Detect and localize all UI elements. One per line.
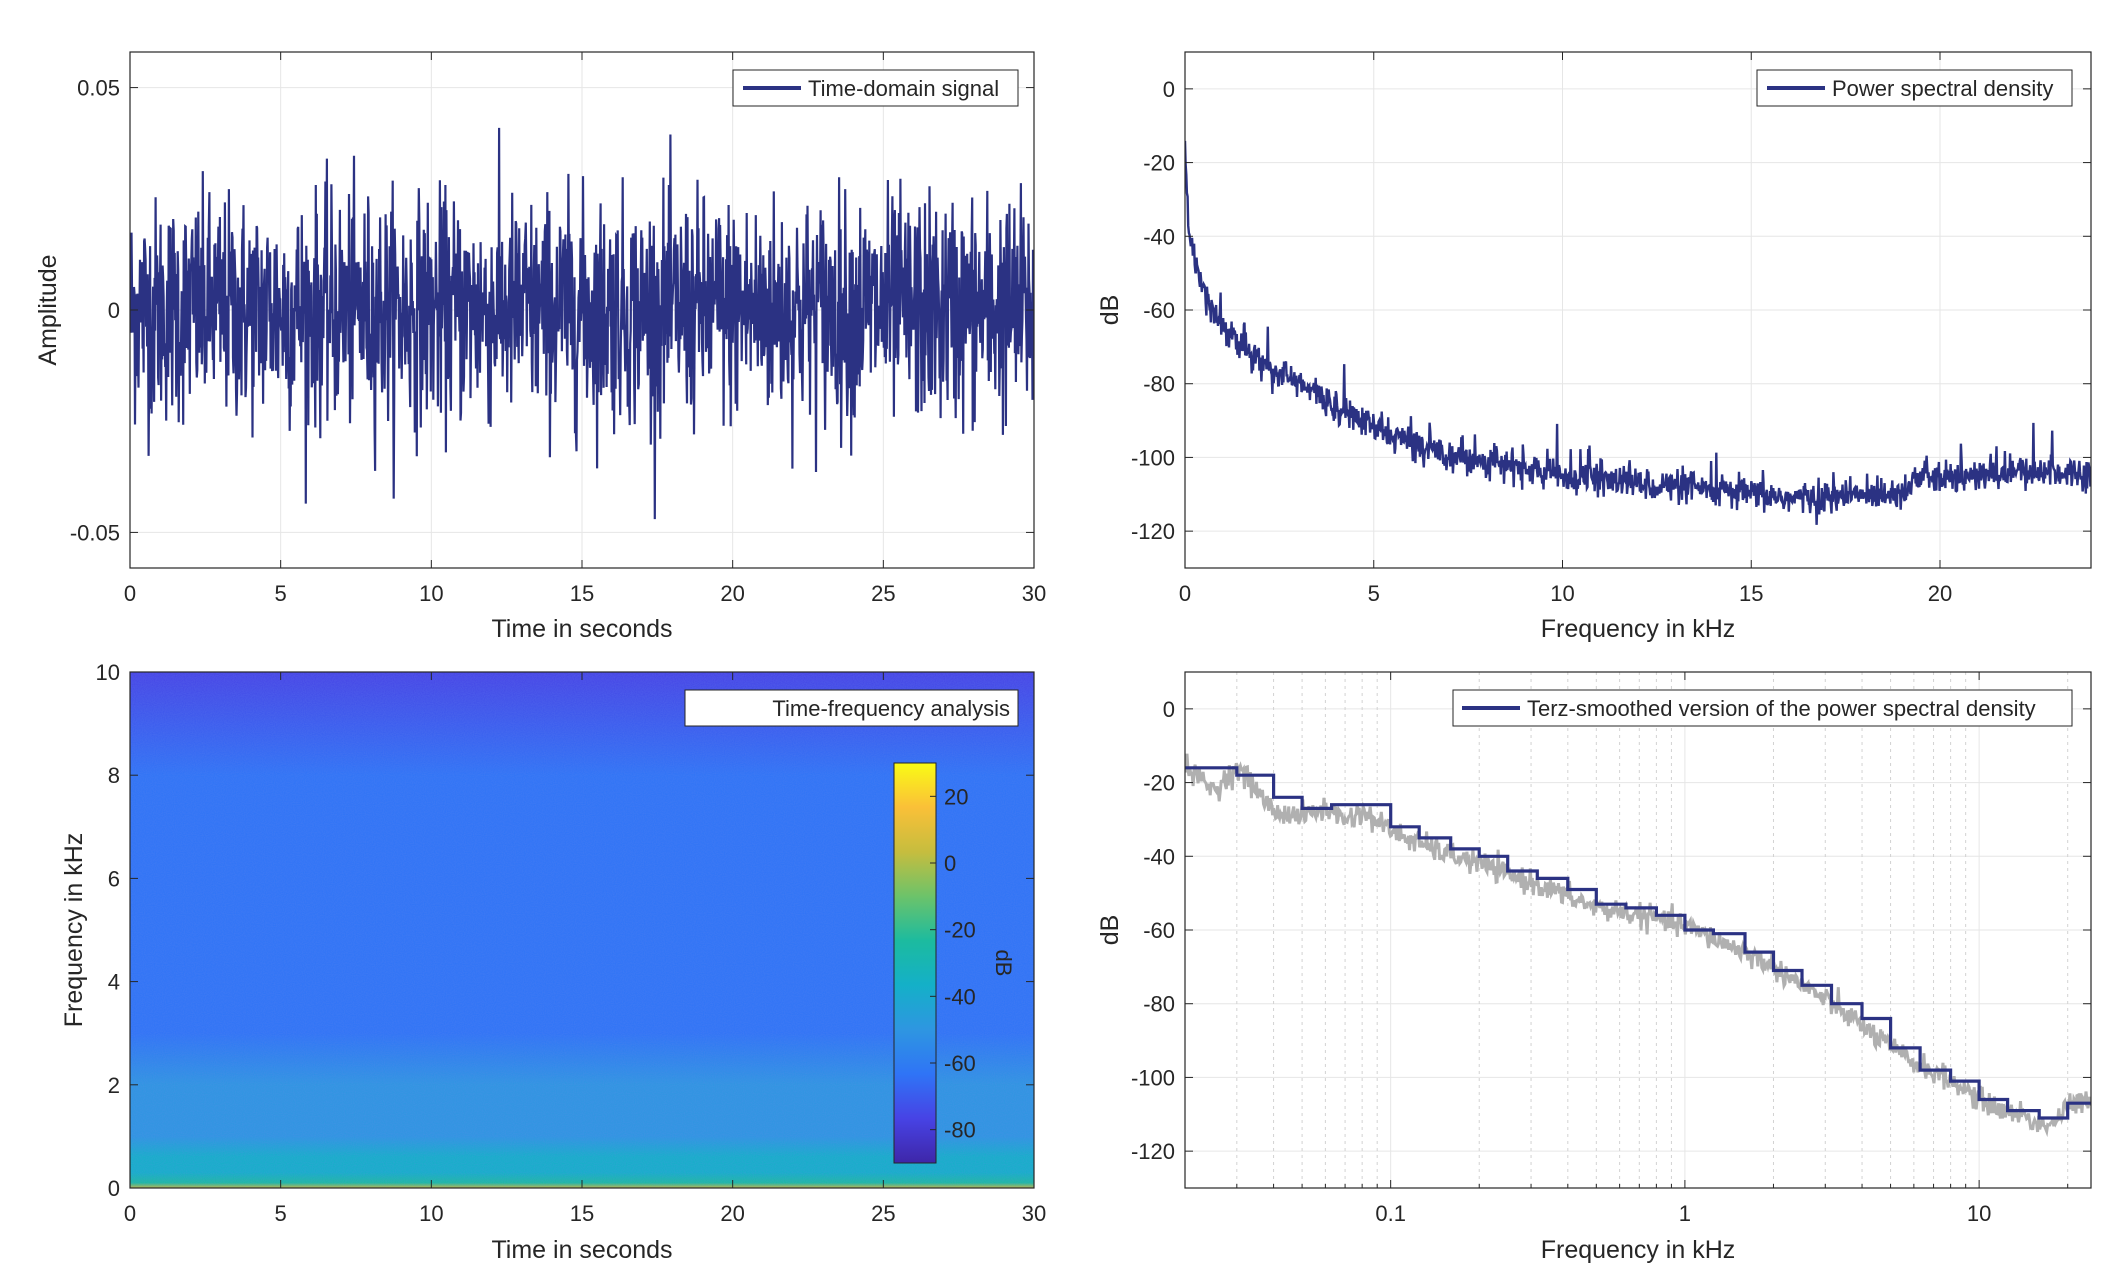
tick-label-x: 20 bbox=[1928, 581, 1952, 606]
tick-label-y: 8 bbox=[108, 763, 120, 788]
tick-label-y: -120 bbox=[1131, 1139, 1175, 1164]
tick-label-x: 10 bbox=[419, 581, 443, 606]
legend-spectrogram: Time-frequency analysis bbox=[684, 689, 1019, 727]
tick-label-x: 25 bbox=[871, 1201, 895, 1226]
tick-label-y: -100 bbox=[1131, 1065, 1175, 1090]
colorbar-tick-label: -80 bbox=[944, 1118, 976, 1143]
tick-label-y: 0.05 bbox=[77, 76, 120, 101]
tick-label-x: 30 bbox=[1022, 1201, 1046, 1226]
psd-line bbox=[1185, 140, 2091, 525]
ylabel-psd: dB bbox=[1096, 295, 1124, 326]
tick-label-x: 20 bbox=[720, 1201, 744, 1226]
tick-label-x: 0 bbox=[124, 1201, 136, 1226]
tick-label-y: 0 bbox=[108, 298, 120, 323]
tick-label-x: 5 bbox=[275, 581, 287, 606]
tick-label-y: -120 bbox=[1131, 519, 1175, 544]
legend-time-domain: Time-domain signal bbox=[732, 69, 1019, 107]
tick-label-y: 4 bbox=[108, 970, 120, 995]
tick-label-x: 15 bbox=[1739, 581, 1763, 606]
xlabel-time-domain: Time in seconds bbox=[491, 615, 672, 643]
tick-label-x: 30 bbox=[1022, 581, 1046, 606]
tick-label-y: 0 bbox=[1163, 77, 1175, 102]
tick-label-x: 15 bbox=[570, 1201, 594, 1226]
tick-label-x: 1 bbox=[1679, 1201, 1691, 1226]
colorbar-tick-label: -60 bbox=[944, 1051, 976, 1076]
time-domain-signal-line bbox=[130, 127, 1034, 520]
tick-label-x: 20 bbox=[720, 581, 744, 606]
spectrogram-noise bbox=[130, 672, 1034, 1188]
tick-label-y: -20 bbox=[1143, 771, 1175, 796]
tick-label-x: 0 bbox=[124, 581, 136, 606]
legend-terz: Terz-smoothed version of the power spect… bbox=[1452, 689, 2073, 727]
tick-label-y: -40 bbox=[1143, 844, 1175, 869]
xlabel-spectrogram: Time in seconds bbox=[491, 1236, 672, 1264]
tick-label-y: -80 bbox=[1143, 992, 1175, 1017]
xlabel-terz: Frequency in kHz bbox=[1541, 1236, 1736, 1264]
tick-label-y: 0 bbox=[108, 1176, 120, 1201]
legend-box bbox=[684, 689, 1019, 727]
legend-psd: Power spectral density bbox=[1756, 69, 2073, 107]
panel-time-domain: 0 5 10 15 20 25 30 -0.05 0 0.05 Time in seconds A… bbox=[34, 51, 1046, 643]
tick-label-x: 10 bbox=[1967, 1201, 1991, 1226]
colorbar-tick-label: 0 bbox=[944, 851, 956, 876]
tick-label-x: 10 bbox=[1550, 581, 1574, 606]
tick-label-y: -80 bbox=[1143, 372, 1175, 397]
tick-label-y: -20 bbox=[1143, 151, 1175, 176]
colorbar-tick-label: 20 bbox=[944, 784, 968, 809]
tick-label-y: -100 bbox=[1131, 445, 1175, 470]
panel-spectrogram: 0 5 10 15 20 25 30 0 2 4 6 8 10 Time in seconds Freq… bbox=[60, 660, 1046, 1264]
tick-label-x: 10 bbox=[419, 1201, 443, 1226]
xlabel-psd: Frequency in kHz bbox=[1541, 615, 1736, 643]
ylabel-spectrogram: Frequency in kHz bbox=[60, 833, 88, 1028]
colorbar-ticks: 20 0 -20 -40 -60 -80 bbox=[930, 784, 976, 1143]
grid-terz bbox=[1184, 672, 2091, 1188]
terz-smoothed-line bbox=[1185, 766, 2091, 1120]
legend-text: Time-frequency analysis bbox=[772, 696, 1010, 721]
tick-label-x: 15 bbox=[570, 581, 594, 606]
tick-label-y: 6 bbox=[108, 866, 120, 891]
panel-psd: 0 5 10 15 20 0 -20 -40 -60 -80 -100 -120 Frequency … bbox=[1096, 51, 2092, 643]
colorbar-fill bbox=[893, 762, 937, 1164]
tick-label-y: -60 bbox=[1143, 918, 1175, 943]
legend-text: Time-domain signal bbox=[808, 76, 999, 101]
ticks-time-domain: 0 5 10 15 20 25 30 -0.05 0 0.05 bbox=[70, 52, 1046, 606]
tick-label-x: 25 bbox=[871, 581, 895, 606]
tick-label-y: -60 bbox=[1143, 298, 1175, 323]
tick-label-x: 5 bbox=[1368, 581, 1380, 606]
colorbar-tick-label: -20 bbox=[944, 918, 976, 943]
raw-psd-gray-line bbox=[1185, 753, 2091, 1138]
legend-text: Terz-smoothed version of the power spect… bbox=[1527, 696, 2036, 721]
tick-label-x: 0.1 bbox=[1375, 1201, 1406, 1226]
ticks-psd: 0 5 10 15 20 0 -20 -40 -60 -80 -100 -120 bbox=[1131, 52, 2091, 606]
tick-label-y: 2 bbox=[108, 1073, 120, 1098]
ylabel-terz: dB bbox=[1096, 915, 1124, 946]
legend-box bbox=[1452, 689, 2073, 727]
tick-label-y: 0 bbox=[1163, 697, 1175, 722]
tick-label-y: -0.05 bbox=[70, 520, 120, 545]
colorbar-label: dB bbox=[991, 950, 1016, 977]
ticks-spectrogram: 0 5 10 15 20 25 30 0 2 4 6 8 10 bbox=[96, 660, 1047, 1226]
tick-label-x: 5 bbox=[275, 1201, 287, 1226]
panel-terz: 0.1 1 10 0 -20 -40 -60 -80 -100 -120 Frequency in… bbox=[1096, 671, 2092, 1264]
colorbar: 20 0 -20 -40 -60 -80 dB bbox=[893, 762, 1016, 1164]
colorbar-tick-label: -40 bbox=[944, 984, 976, 1009]
tick-label-x: 0 bbox=[1179, 581, 1191, 606]
ylabel-time-domain: Amplitude bbox=[34, 254, 62, 365]
ticks-terz: 0.1 1 10 0 -20 -40 -60 -80 -100 -120 bbox=[1131, 672, 2091, 1226]
tick-label-y: 10 bbox=[96, 660, 120, 685]
legend-text: Power spectral density bbox=[1832, 76, 2053, 101]
tick-label-y: -40 bbox=[1143, 224, 1175, 249]
